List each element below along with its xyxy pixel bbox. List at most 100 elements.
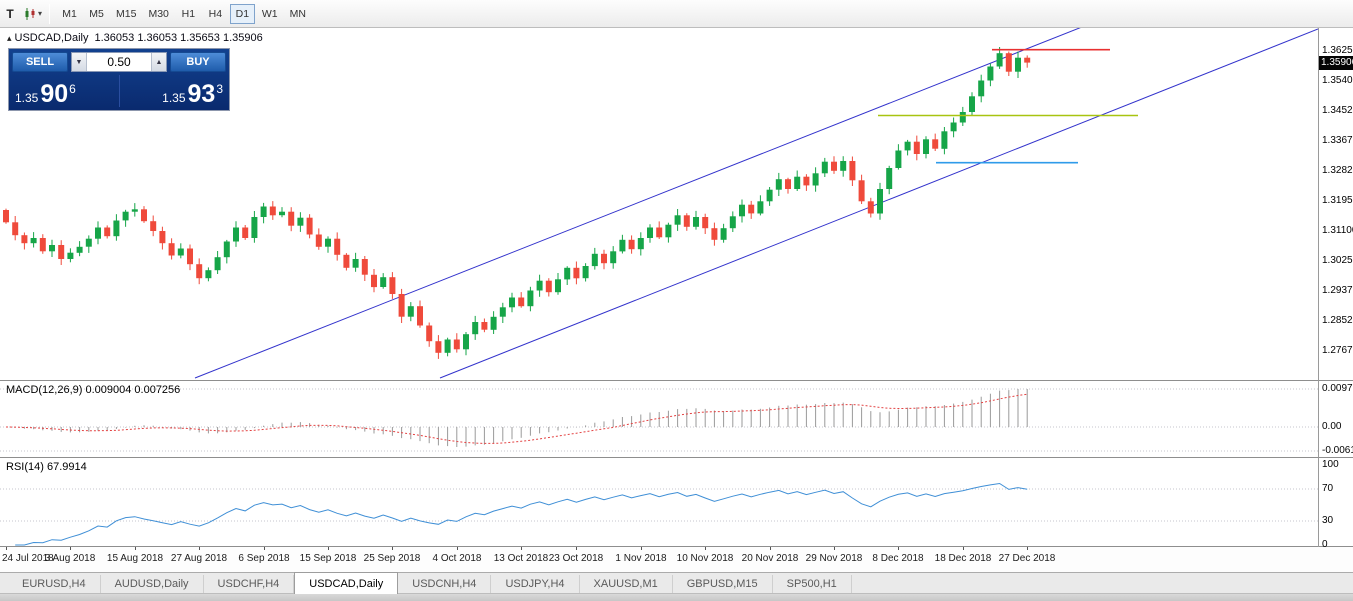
price-axis-label: 1.29375 xyxy=(1322,285,1353,297)
rsi-panel[interactable] xyxy=(0,458,1318,546)
price-axis-label: 1.32825 xyxy=(1322,164,1353,176)
date-label: 27 Dec 2018 xyxy=(998,553,1056,564)
macd-label: MACD(12,26,9) 0.009004 0.007256 xyxy=(6,384,181,396)
timeframe-mn[interactable]: MN xyxy=(285,4,311,24)
tab-sp500-h1[interactable]: SP500,H1 xyxy=(773,575,852,594)
bid-quote[interactable]: 1.35 90 6 xyxy=(12,75,120,107)
tab-usdchf-h4[interactable]: USDCHF,H4 xyxy=(204,575,295,594)
candlesticks-icon xyxy=(25,7,35,20)
panel-separator[interactable] xyxy=(0,457,1353,458)
timeframe-m5[interactable]: M5 xyxy=(84,4,109,24)
volume-input[interactable] xyxy=(87,53,151,71)
one-click-trading-panel: SELL ▼ ▲ BUY 1.35 90 6 1.35 93 3 xyxy=(8,48,230,111)
current-price-tag: 1.35906 xyxy=(1319,55,1353,70)
time-tick xyxy=(392,547,393,550)
time-tick xyxy=(834,547,835,550)
timeframe-w1[interactable]: W1 xyxy=(257,4,283,24)
timeframe-h4[interactable]: H4 xyxy=(203,4,228,24)
top-toolbar: T ▾ M1 M5 M15 M30 H1 H4 D1 W1 MN xyxy=(0,0,1353,28)
quotes-row: 1.35 90 6 1.35 93 3 xyxy=(12,75,226,107)
price-axis-label: 1.27675 xyxy=(1322,344,1353,356)
chart-tabs-bar: EURUSD,H4 AUDUSD,Daily USDCHF,H4 USDCAD,Dai… xyxy=(0,572,1353,601)
tab-eurusd-h4[interactable]: EURUSD,H4 xyxy=(8,575,101,594)
buy-button[interactable]: BUY xyxy=(170,52,226,72)
volume-decrease-button[interactable]: ▼ xyxy=(72,53,87,71)
price-axis-label: 1.30250 xyxy=(1322,254,1353,266)
macd-panel[interactable] xyxy=(0,381,1318,457)
date-label: 27 Aug 2018 xyxy=(170,553,228,564)
date-label: 15 Aug 2018 xyxy=(106,553,164,564)
text-tool-button[interactable]: T xyxy=(0,3,20,25)
trade-controls-row: SELL ▼ ▲ BUY xyxy=(12,52,226,72)
time-axis: 24 Jul 2018 3 Aug 2018 15 Aug 2018 27 Aug 2… xyxy=(0,547,1353,572)
timeframe-m30[interactable]: M30 xyxy=(143,4,173,24)
date-label: 1 Nov 2018 xyxy=(615,553,667,564)
time-tick xyxy=(521,547,522,550)
rsi-axis-label: 0 xyxy=(1322,539,1328,550)
text-tool-icon: T xyxy=(6,6,14,21)
rsi-label: RSI(14) 67.9914 xyxy=(6,461,87,473)
time-tick xyxy=(1027,547,1028,550)
price-axis-label: 1.34525 xyxy=(1322,105,1353,117)
tab-usdjpy-h4[interactable]: USDJPY,H4 xyxy=(491,575,580,594)
rsi-axis-label: 100 xyxy=(1322,459,1339,470)
bid-price-prefix: 1.35 xyxy=(15,91,39,105)
volume-increase-button[interactable]: ▲ xyxy=(151,53,166,71)
panel-separator[interactable] xyxy=(0,380,1353,381)
time-tick xyxy=(199,547,200,550)
time-tick xyxy=(898,547,899,550)
sell-button[interactable]: SELL xyxy=(12,52,68,72)
chart-objects-button[interactable]: ▾ xyxy=(22,3,43,25)
tab-gbpusd-m15[interactable]: GBPUSD,M15 xyxy=(673,575,773,594)
date-label: 10 Nov 2018 xyxy=(676,553,734,564)
date-label: 3 Aug 2018 xyxy=(44,553,96,564)
timeframe-m1[interactable]: M1 xyxy=(57,4,82,24)
volume-control: ▼ ▲ xyxy=(71,52,167,72)
timeframe-d1[interactable]: D1 xyxy=(229,3,255,24)
timeframe-h1[interactable]: H1 xyxy=(176,4,201,24)
timeframe-toolbar: M1 M5 M15 M30 H1 H4 D1 W1 MN xyxy=(56,3,312,24)
bid-price-big: 90 xyxy=(40,80,69,108)
time-tick xyxy=(963,547,964,550)
time-tick xyxy=(328,547,329,550)
rsi-axis-label: 70 xyxy=(1322,483,1334,494)
chart-symbol: USDCAD,Daily xyxy=(14,32,89,44)
axis-separator xyxy=(1318,28,1319,547)
time-tick xyxy=(770,547,771,550)
date-label: 4 Oct 2018 xyxy=(432,553,482,564)
time-tick xyxy=(641,547,642,550)
time-tick xyxy=(705,547,706,550)
panel-separator xyxy=(0,546,1353,547)
toolbar-separator xyxy=(49,3,51,24)
timeframe-m15[interactable]: M15 xyxy=(111,4,141,24)
date-label: 29 Nov 2018 xyxy=(805,553,863,564)
chart-title: ▴ USDCAD,Daily 1.36053 1.36053 1.35653 1.3… xyxy=(7,32,263,44)
macd-axis-label: -0.006182 xyxy=(1322,445,1353,456)
date-label: 23 Oct 2018 xyxy=(548,553,604,564)
chart-ohlc-values: 1.36053 1.36053 1.35653 1.35906 xyxy=(94,32,263,44)
bid-price-pip: 6 xyxy=(69,82,76,96)
date-label: 18 Dec 2018 xyxy=(934,553,992,564)
date-label: 20 Nov 2018 xyxy=(741,553,799,564)
date-label: 24 Jul 2018 xyxy=(2,553,54,564)
price-axis-label: 1.31950 xyxy=(1322,195,1353,207)
date-label: 6 Sep 2018 xyxy=(238,553,290,564)
tab-audusd-daily[interactable]: AUDUSD,Daily xyxy=(101,575,204,594)
macd-axis-label: 0.00 xyxy=(1322,421,1342,432)
tab-usdcnh-h4[interactable]: USDCNH,H4 xyxy=(398,575,492,594)
price-axis-label: 1.36250 xyxy=(1322,44,1353,56)
collapse-panel-icon[interactable]: ▴ xyxy=(7,33,12,43)
time-tick xyxy=(135,547,136,550)
tab-xauusd-m1[interactable]: XAUUSD,M1 xyxy=(580,575,673,594)
tab-usdcad-daily[interactable]: USDCAD,Daily xyxy=(294,572,399,594)
time-tick xyxy=(264,547,265,550)
dropdown-arrow-icon: ▾ xyxy=(38,9,43,18)
ask-quote[interactable]: 1.35 93 3 xyxy=(120,75,227,107)
date-label: 8 Dec 2018 xyxy=(872,553,924,564)
time-tick xyxy=(6,547,7,550)
ask-price-big: 93 xyxy=(187,80,216,108)
ask-price-pip: 3 xyxy=(216,82,223,96)
date-label: 15 Sep 2018 xyxy=(299,553,357,564)
macd-axis-label: 0.009727 xyxy=(1322,383,1353,394)
